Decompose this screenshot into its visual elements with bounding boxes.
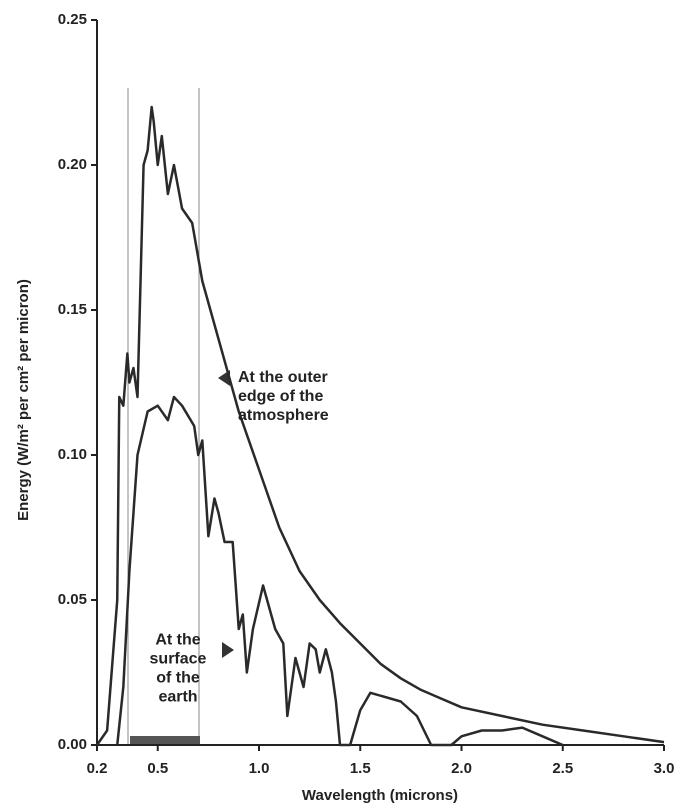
y-tick-label: 0.10: [58, 446, 87, 463]
y-axis-label: Energy (W/m² per cm² per micron): [15, 279, 32, 521]
annotation: surface: [150, 651, 207, 668]
x-tick-label: 2.0: [451, 760, 472, 777]
annotation: At the outer: [238, 369, 328, 386]
annotation: of the: [156, 670, 200, 687]
annotation: atmosphere: [238, 407, 329, 424]
visible-band: [130, 736, 200, 745]
chart: Wavelength (microns) Energy (W/m² per cm…: [0, 0, 682, 808]
y-tick-label: 0.15: [58, 301, 87, 318]
spectrum-line: [97, 107, 664, 745]
annotation: earth: [158, 689, 197, 706]
x-tick-label: 1.5: [350, 760, 371, 777]
y-tick-label: 0.05: [58, 591, 87, 608]
x-tick-label: 3.0: [654, 760, 675, 777]
x-tick-label: 2.5: [552, 760, 573, 777]
arrow: [222, 642, 234, 658]
annotation: At the: [155, 632, 200, 649]
x-tick-label: 1.0: [249, 760, 270, 777]
y-tick-label: 0.20: [58, 156, 87, 173]
y-tick-label: 0.25: [58, 11, 87, 28]
annotation: edge of the: [238, 388, 323, 405]
x-axis-label: Wavelength (microns): [302, 787, 458, 804]
y-tick-label: 0.00: [58, 736, 87, 753]
x-tick-label: 0.2: [87, 760, 108, 777]
x-tick-label: 0.5: [147, 760, 168, 777]
